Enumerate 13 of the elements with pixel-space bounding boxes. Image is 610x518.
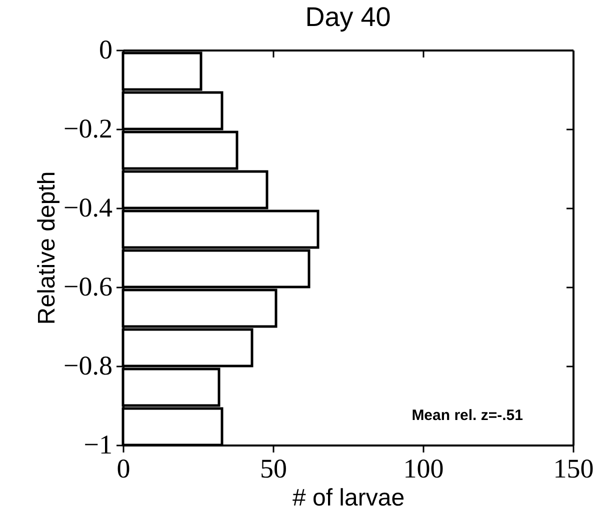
chart-title: Day 40 — [305, 2, 391, 32]
y-tick-label: −0.2 — [64, 114, 112, 144]
x-tick-label: 50 — [260, 454, 287, 484]
x-axis-title: # of larvae — [292, 484, 405, 512]
y-tick-label: −0.8 — [64, 350, 112, 380]
annotation: Mean rel. z=-.51 — [412, 407, 523, 424]
y-tick-label: −0.4 — [64, 192, 113, 222]
y-tick-label: 0 — [99, 34, 112, 64]
y-tick-label: −0.6 — [64, 272, 112, 302]
y-axis-title: Relative depth — [34, 171, 61, 325]
x-tick-label: 150 — [553, 454, 594, 484]
y-tick-label: −1 — [84, 430, 112, 460]
x-tick-label: 100 — [403, 454, 444, 484]
